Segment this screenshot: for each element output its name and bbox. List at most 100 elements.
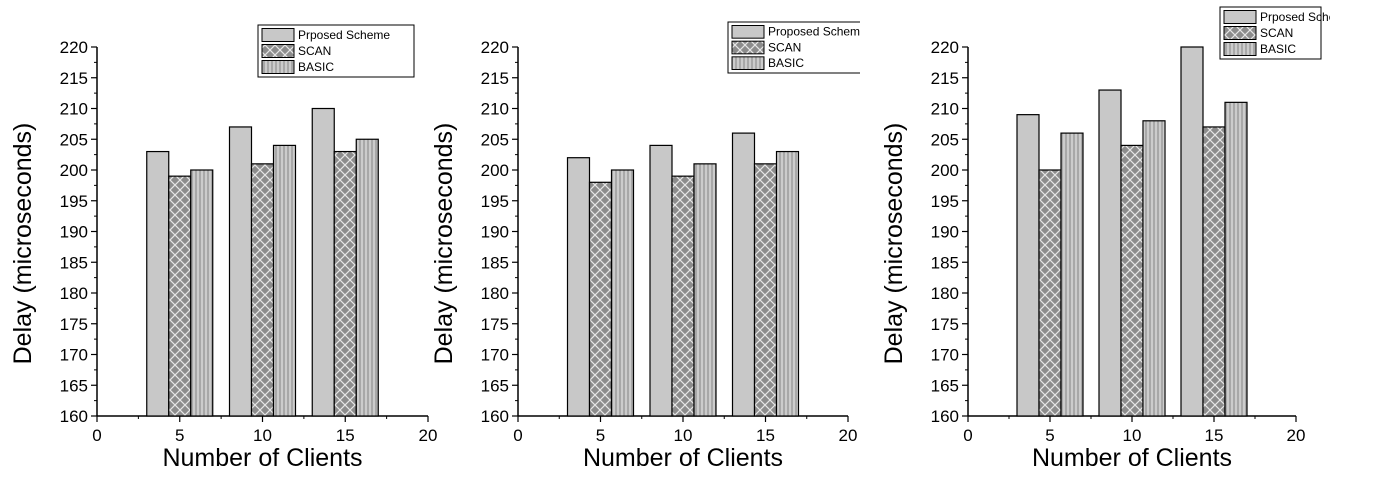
legend-label: Prposed Scheme bbox=[298, 28, 390, 42]
bar-prposed-scheme bbox=[1098, 89, 1122, 417]
legend-label: BASIC bbox=[1260, 42, 1296, 56]
x-tick-label: 15 bbox=[756, 426, 775, 445]
legend-swatch bbox=[731, 25, 765, 39]
y-tick-label: 175 bbox=[481, 315, 509, 334]
legend-swatch bbox=[1223, 42, 1257, 56]
legend-label: BASIC bbox=[298, 60, 334, 74]
bar-prposed-scheme bbox=[228, 126, 253, 417]
bar-basic bbox=[1142, 120, 1166, 417]
y-tick-label: 205 bbox=[931, 130, 959, 149]
y-tick-label: 185 bbox=[60, 253, 88, 272]
bar-scan bbox=[588, 181, 613, 417]
y-tick-label: 185 bbox=[931, 253, 959, 272]
x-tick-label: 5 bbox=[1045, 426, 1054, 445]
legend-swatch bbox=[1223, 26, 1257, 40]
y-axis-label: Delay (microseconds) bbox=[430, 123, 458, 365]
y-tick-label: 190 bbox=[931, 223, 959, 242]
x-tick-label: 15 bbox=[336, 426, 355, 445]
y-tick-label: 220 bbox=[481, 38, 509, 57]
legend-swatch bbox=[731, 56, 765, 70]
bar-scan bbox=[333, 150, 357, 417]
bar-prposed-scheme bbox=[311, 107, 335, 417]
x-tick-label: 15 bbox=[1205, 426, 1224, 445]
bar-scan bbox=[250, 163, 275, 417]
y-tick-label: 195 bbox=[60, 192, 88, 211]
bar-proposed-scheme bbox=[731, 132, 756, 417]
bar-basic bbox=[190, 169, 214, 417]
y-tick-label: 180 bbox=[60, 284, 88, 303]
chart-panel-2: 1601651701751801851901952002052102152200… bbox=[430, 21, 860, 472]
bar-basic bbox=[775, 150, 800, 417]
legend-swatch bbox=[261, 28, 295, 42]
y-tick-label: 170 bbox=[481, 346, 509, 365]
bar-prposed-scheme bbox=[1180, 46, 1204, 417]
chart-panel-1: 1601651701751801851901952002052102152200… bbox=[9, 24, 438, 472]
y-tick-label: 215 bbox=[60, 69, 88, 88]
x-tick-label: 5 bbox=[596, 426, 605, 445]
y-tick-label: 160 bbox=[60, 407, 88, 426]
x-tick-label: 20 bbox=[419, 426, 438, 445]
x-tick-label: 0 bbox=[963, 426, 972, 445]
y-tick-label: 205 bbox=[481, 130, 509, 149]
y-tick-label: 200 bbox=[60, 161, 88, 180]
x-tick-label: 10 bbox=[1123, 426, 1142, 445]
bar-proposed-scheme bbox=[566, 157, 591, 417]
legend-label: SCAN bbox=[1260, 26, 1293, 40]
y-tick-label: 190 bbox=[60, 223, 88, 242]
chart-panel-3: 1601651701751801851901952002052102152200… bbox=[880, 6, 1330, 472]
legend-swatch bbox=[261, 44, 295, 58]
y-tick-label: 190 bbox=[481, 223, 509, 242]
y-tick-label: 220 bbox=[60, 38, 88, 57]
bar-basic bbox=[693, 163, 717, 417]
bar-prposed-scheme bbox=[146, 150, 170, 417]
y-axis-label: Delay (microseconds) bbox=[880, 123, 908, 365]
y-tick-label: 195 bbox=[931, 192, 959, 211]
legend-label: BASIC bbox=[768, 56, 804, 70]
y-tick-label: 170 bbox=[931, 346, 959, 365]
x-tick-label: 20 bbox=[1287, 426, 1306, 445]
y-tick-label: 175 bbox=[60, 315, 88, 334]
y-tick-label: 210 bbox=[931, 100, 959, 119]
x-tick-label: 10 bbox=[253, 426, 272, 445]
x-axis-label: Number of Clients bbox=[1032, 444, 1232, 472]
y-tick-label: 180 bbox=[481, 284, 509, 303]
y-tick-label: 195 bbox=[481, 192, 509, 211]
bar-basic bbox=[610, 169, 635, 417]
bar-scan bbox=[1120, 144, 1144, 417]
y-tick-label: 210 bbox=[60, 100, 88, 119]
legend: Prposed Scheme SCAN BASIC bbox=[1219, 6, 1330, 60]
bar-scan bbox=[753, 163, 778, 417]
y-tick-label: 180 bbox=[931, 284, 959, 303]
bar-proposed-scheme bbox=[649, 144, 673, 417]
legend-label: Proposed Scheme bbox=[768, 25, 860, 39]
y-tick-label: 205 bbox=[60, 130, 88, 149]
x-tick-label: 5 bbox=[175, 426, 184, 445]
y-axis-label: Delay (microseconds) bbox=[9, 123, 37, 365]
bar-basic bbox=[272, 144, 297, 417]
x-tick-label: 0 bbox=[92, 426, 101, 445]
legend: Prposed Scheme SCAN BASIC bbox=[257, 24, 415, 78]
x-tick-label: 20 bbox=[839, 426, 858, 445]
legend-label: SCAN bbox=[298, 44, 331, 58]
x-tick-label: 10 bbox=[674, 426, 693, 445]
y-tick-label: 185 bbox=[481, 253, 509, 272]
bar-basic bbox=[1060, 132, 1084, 417]
y-tick-label: 160 bbox=[481, 407, 509, 426]
x-axis-label: Number of Clients bbox=[583, 444, 783, 472]
y-tick-label: 165 bbox=[60, 376, 88, 395]
legend-swatch bbox=[261, 60, 295, 74]
bar-scan bbox=[1202, 126, 1226, 417]
legend-label: SCAN bbox=[768, 40, 801, 54]
y-tick-label: 165 bbox=[481, 376, 509, 395]
y-tick-label: 220 bbox=[931, 38, 959, 57]
bar-basic bbox=[355, 138, 379, 417]
x-axis-label: Number of Clients bbox=[162, 444, 362, 472]
x-tick-label: 0 bbox=[513, 426, 522, 445]
bar-scan bbox=[1038, 169, 1062, 417]
legend-label: Prposed Scheme bbox=[1260, 10, 1330, 24]
bar-scan bbox=[168, 175, 192, 417]
bar-prposed-scheme bbox=[1016, 114, 1040, 417]
y-tick-label: 170 bbox=[60, 346, 88, 365]
bar-scan bbox=[671, 175, 695, 417]
